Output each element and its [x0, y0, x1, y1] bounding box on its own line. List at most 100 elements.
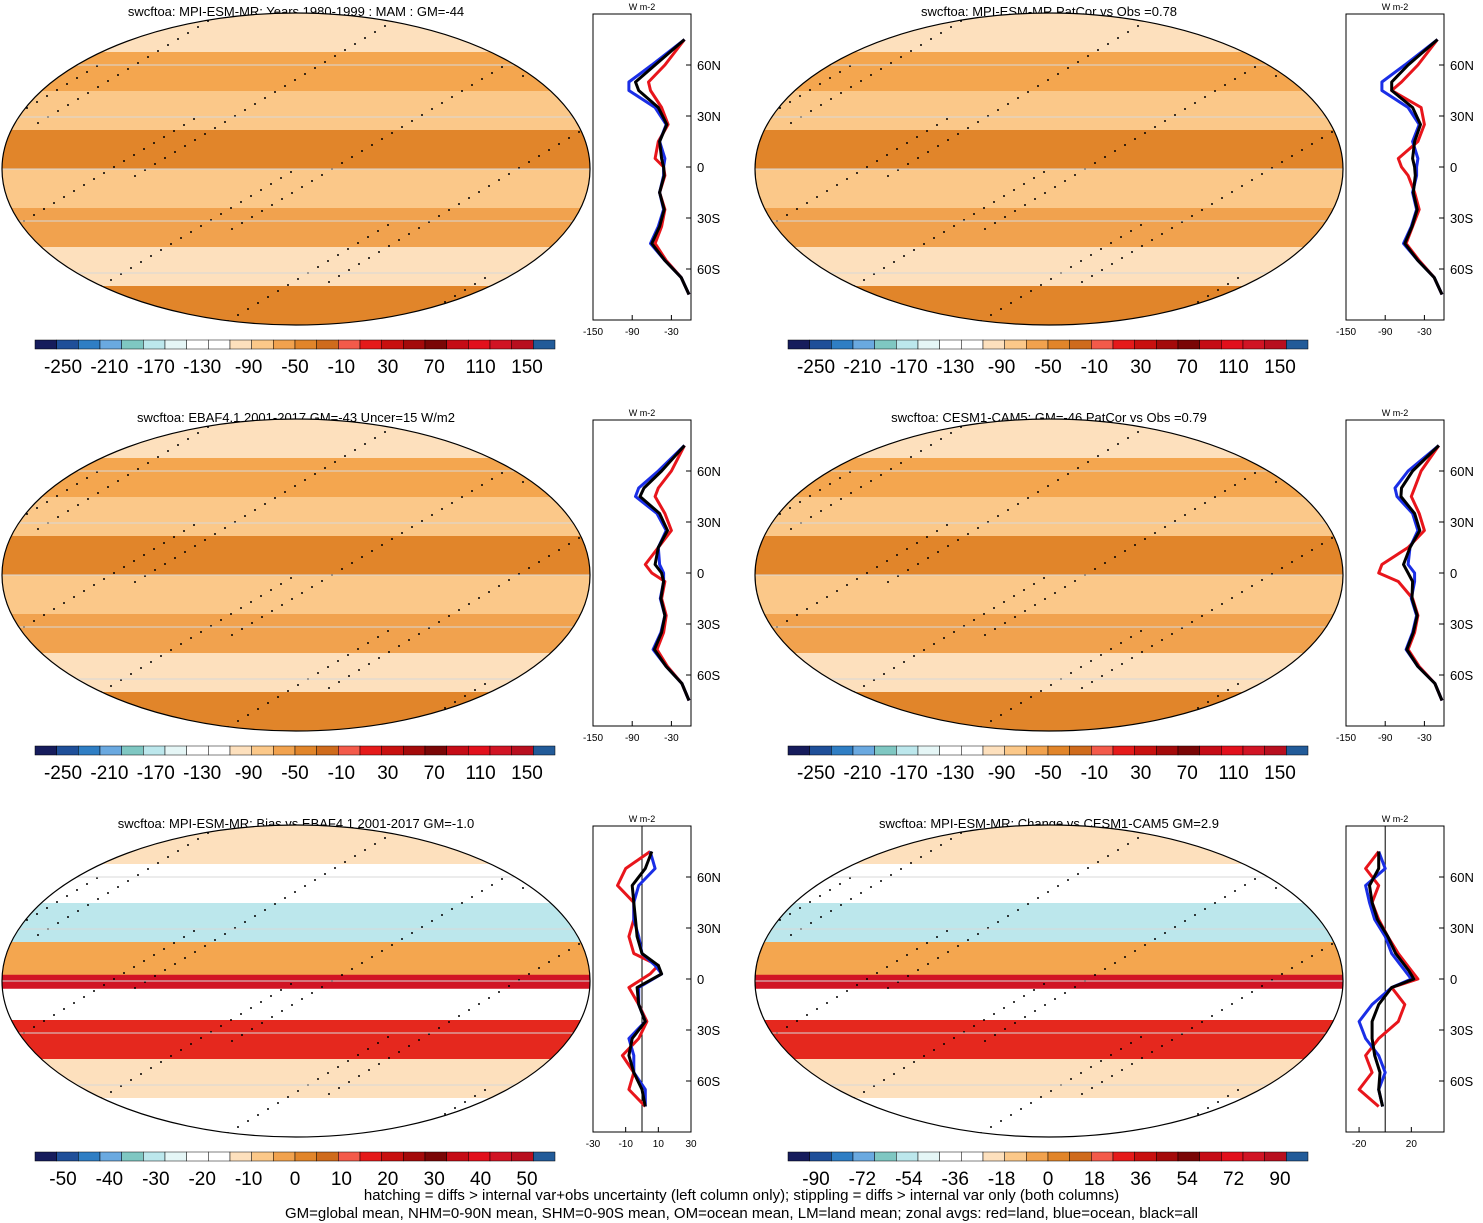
- panel-3: swcftoa: EBAF4.1 2001-2017 GM=-43 Uncer=…: [1, 408, 721, 784]
- stipple-dot: [90, 291, 92, 293]
- stipple-dot: [478, 597, 480, 599]
- stipple-dot: [408, 1045, 410, 1047]
- stipple-dot: [354, 43, 356, 45]
- colorbar-swatch: [982, 1151, 1005, 1162]
- stipple-dot: [1120, 1048, 1122, 1050]
- colorbar-swatch: [424, 1151, 447, 1162]
- stipple-dot: [361, 962, 363, 964]
- colorbar-swatch: [917, 339, 940, 350]
- stipple-dot: [30, 15, 32, 17]
- stipple-dot: [180, 237, 182, 239]
- stipple-dot: [291, 598, 293, 600]
- stipple-dot: [836, 184, 838, 186]
- stipple-dot: [880, 474, 882, 476]
- stipple-dot: [1261, 985, 1263, 987]
- stipple-dot: [304, 73, 306, 75]
- stipple-dot: [528, 567, 530, 569]
- stipple-dot: [1140, 1036, 1142, 1038]
- colorbar-label: 70: [1177, 357, 1198, 378]
- stipple-dot: [588, 531, 590, 533]
- stipple-dot: [1264, 872, 1266, 874]
- colorbar-swatch: [1091, 339, 1114, 350]
- stipple-dot: [1114, 556, 1116, 558]
- x-tick-label: -30: [664, 733, 679, 744]
- stipple-dot: [30, 827, 32, 829]
- lat-tick-label: 30N: [1450, 921, 1474, 936]
- stipple-dot: [451, 502, 453, 504]
- stipple-dot: [759, 931, 761, 933]
- stipple-dot: [1110, 648, 1112, 650]
- stipple-dot: [1341, 125, 1343, 127]
- stipple-dot: [1117, 37, 1119, 39]
- stipple-dot: [444, 301, 446, 303]
- colorbar-label: -20: [188, 1169, 215, 1190]
- stipple-dot: [531, 48, 533, 50]
- zonal-units: W m-2: [629, 814, 656, 824]
- stipple-dot: [752, 418, 754, 420]
- colorbar-swatch: [1199, 1151, 1222, 1162]
- zonal-units: W m-2: [1382, 408, 1409, 418]
- stipple-dot: [810, 516, 812, 518]
- stipple-dot: [190, 1043, 192, 1045]
- stipple-dot: [314, 879, 316, 881]
- colorbar-swatch: [787, 339, 810, 350]
- colorbar-swatch: [34, 1151, 57, 1162]
- stipple-dot: [1137, 431, 1139, 433]
- stipple-dot: [163, 542, 165, 544]
- stipple-dot: [70, 1115, 72, 1117]
- stipple-dot: [893, 667, 895, 669]
- stipple-dot: [204, 133, 206, 135]
- stipple-dot: [993, 607, 995, 609]
- stipple-dot: [117, 74, 119, 76]
- stipple-dot: [287, 284, 289, 286]
- colorbar-label: 70: [1177, 763, 1198, 784]
- stipple-dot: [1007, 915, 1009, 917]
- colorbar-label: -10: [1081, 357, 1108, 378]
- stipple-dot: [525, 1086, 527, 1088]
- stipple-dot: [174, 151, 176, 153]
- stipple-dot: [1194, 508, 1196, 510]
- map-title: swcftoa: MPI-ESM-MR: Change vs CESM1-CAM…: [879, 816, 1219, 831]
- stipple-dot: [1228, 710, 1230, 712]
- stipple-dot: [147, 56, 149, 58]
- colorbar-swatch: [186, 339, 209, 350]
- stipple-dot: [809, 89, 811, 91]
- map-band: [2, 130, 590, 170]
- stipple-dot: [1151, 1051, 1153, 1053]
- stipple-dot: [130, 673, 132, 675]
- colorbar-swatch: [874, 339, 897, 350]
- stipple-dot: [334, 867, 336, 869]
- stipple-dot: [414, 1131, 416, 1133]
- stipple-dot: [1074, 986, 1076, 988]
- stipple-dot: [183, 936, 185, 938]
- colorbar-swatch: [874, 745, 897, 756]
- map-band: [2, 169, 590, 209]
- stipple-dot: [823, 1115, 825, 1117]
- stipple-dot: [1037, 897, 1039, 899]
- x-tick-label: 20: [1406, 1139, 1418, 1150]
- stipple-dot: [418, 227, 420, 229]
- stipple-dot: [254, 509, 256, 511]
- stipple-dot: [1141, 245, 1143, 247]
- x-tick-label: 30: [685, 1139, 697, 1150]
- stipple-dot: [1254, 66, 1256, 68]
- stipple-dot: [60, 1121, 62, 1123]
- stipple-dot: [505, 286, 507, 288]
- stipple-dot: [927, 151, 929, 153]
- colorbar-swatch: [511, 1151, 534, 1162]
- colorbar-swatch: [896, 339, 919, 350]
- stipple-dot: [384, 25, 386, 27]
- stipple-dot: [478, 191, 480, 193]
- stipple-dot: [1201, 1021, 1203, 1023]
- x-tick-label: -30: [1417, 327, 1432, 338]
- stipple-dot: [154, 975, 156, 977]
- colorbar-swatch: [489, 339, 512, 350]
- stipple-dot: [1274, 54, 1276, 56]
- stipple-dot: [1081, 687, 1083, 689]
- stipple-dot: [184, 957, 186, 959]
- lat-tick-label: 60N: [1450, 870, 1474, 885]
- colorbar-label: -250: [797, 763, 835, 784]
- stipple-dot: [244, 921, 246, 923]
- stipple-dot: [1331, 537, 1333, 539]
- stipple-dot: [1114, 962, 1116, 964]
